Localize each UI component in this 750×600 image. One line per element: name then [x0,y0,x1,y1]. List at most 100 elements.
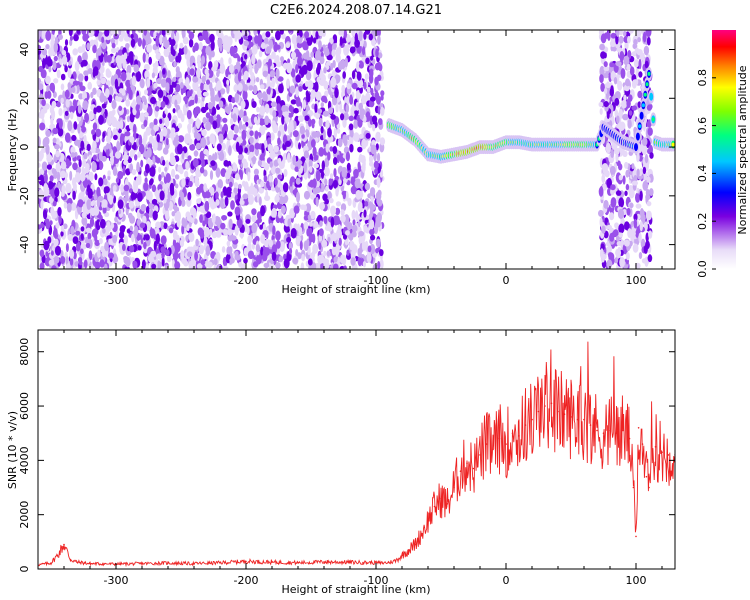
spectrogram-noise-cell [287,112,294,118]
spectrogram-noise-cell [375,238,381,248]
spectrogram-noise-cell [615,190,622,196]
spectrogram-noise-cell [295,64,299,74]
spectrogram-noise-cell [130,102,136,108]
spectrogram-noise-cell [98,177,104,187]
spectrogram-noise-cell [263,240,269,247]
spectrogram-noise-cell [305,71,312,81]
spectrogram-noise-cell [188,31,195,40]
spectrogram-noise-cell [628,110,633,116]
spectrogram-noise-cell [164,166,168,172]
spectrogram-noise-cell [303,221,309,230]
spectrogram-noise-cell [598,209,604,217]
spectrogram-noise-cell [329,146,334,152]
spectrogram-noise-cell [288,242,293,250]
spectrogram-noise-cell [298,226,303,237]
spectrogram-noise-cell [311,61,316,70]
spectrogram-noise-cell [615,248,622,257]
spectrogram-noise-cell [72,99,77,107]
spectrogram-noise-cell [45,129,51,137]
spectrogram-noise-cell [198,35,204,41]
spectrogram-noise-cell [193,150,199,157]
snr-point [622,429,624,432]
snr-x-tick-label: -200 [234,574,259,587]
spectrogram-noise-cell [298,37,303,44]
spectrogram-noise-cell [195,142,202,150]
spectrogram-noise-cell [646,36,651,46]
spectrogram-noise-cell [87,81,92,90]
spectrogram-noise-cell [186,224,190,232]
spectrogram-noise-cell [370,144,377,155]
spectrogram-noise-cell [158,174,162,182]
spectrogram-noise-cell [357,220,361,227]
spectrogram-noise-cell [323,217,328,225]
spectrogram-noise-cell [631,79,637,89]
spectrogram-noise-cell [165,173,171,183]
spectrogram-noise-cell [647,127,653,136]
spectrogram-noise-cell [192,80,198,91]
spectrogram-noise-cell [625,252,630,261]
spectrogram-noise-cell [175,31,180,43]
spectrogram-noise-cell [117,142,121,151]
snr-point [524,424,527,426]
spectrogram-noise-cell [155,221,162,229]
spectrogram-noise-cell [305,203,312,213]
spectrogram-noise-cell [258,50,263,58]
snr-point [544,405,546,407]
spectrogram-noise-cell [204,191,211,199]
spectrogram-noise-cell [131,233,135,243]
spectrogram-noise-cell [643,121,647,130]
spectrogram-noise-cell [118,209,122,215]
spectrogram-noise-cell [173,61,177,68]
spectrogram-noise-cell [618,35,624,44]
spectrogram-noise-cell [346,162,351,171]
spectrogram-noise-cell [199,214,203,223]
spectrogram-noise-cell [78,260,83,266]
spectrogram-noise-cell [323,67,327,74]
spectrogram-noise-cell [275,30,281,41]
spectrogram-noise-cell [153,118,158,126]
spectrogram-noise-cell [617,125,625,132]
spectrogram-noise-cell [68,60,72,66]
spectrogram-noise-cell [626,98,631,109]
spectrogram-noise-cell [126,109,130,115]
snr-point [381,562,384,564]
spectrogram-noise-cell [99,218,106,229]
spectrogram-noise-cell [237,71,242,82]
spectrogram-noise-cell [249,151,254,158]
spectrogram-noise-cell [339,102,343,113]
spectrogram-noise-cell [143,131,148,143]
spectrogram-noise-cell [600,33,607,44]
spectrogram-noise-cell [303,162,308,173]
spectrogram-noise-cell [138,137,143,146]
spectrogram-noise-cell [342,71,347,79]
spectrogram-noise-cell [60,225,65,232]
spectrogram-noise-cell [271,211,275,218]
spectrogram-noise-cell [358,133,364,139]
spectrogram-noise-cell [183,96,188,102]
spectrogram-noise-cell [318,147,325,157]
spectrogram-noise-cell [633,59,639,68]
spectrogram-noise-cell [140,159,144,168]
spectrogram-noise-cell [38,175,44,181]
spectrogram-noise-cell [143,30,148,36]
spectrogram-noise-cell [152,210,158,221]
snr-point [453,486,455,489]
spectrogram-noise-cell [348,115,355,122]
spectrogram-noise-cell [628,240,633,247]
spectrogram-noise-cell [369,228,375,236]
spectrogram-noise-cell [206,79,210,85]
spectrogram-noise-cell [293,205,300,214]
spectrogram-noise-cell [189,143,196,151]
spectrogram-noise-cell [216,80,222,91]
spectrogram-noise-cell [123,184,130,192]
spectrogram-noise-cell [638,232,642,243]
spectrogram-noise-cell [242,139,247,146]
spectrogram-noise-cell [257,92,263,99]
spectrogram-noise-cell [45,75,51,85]
spectrogram-noise-cell [183,260,189,267]
spectrogram-noise-cell [303,240,309,252]
spectrogram-noise-cell [58,108,63,116]
spectrogram-noise-cell [52,137,57,144]
spectrogram-noise-cell [94,261,101,269]
spectrogram-noise-cell [83,70,89,76]
